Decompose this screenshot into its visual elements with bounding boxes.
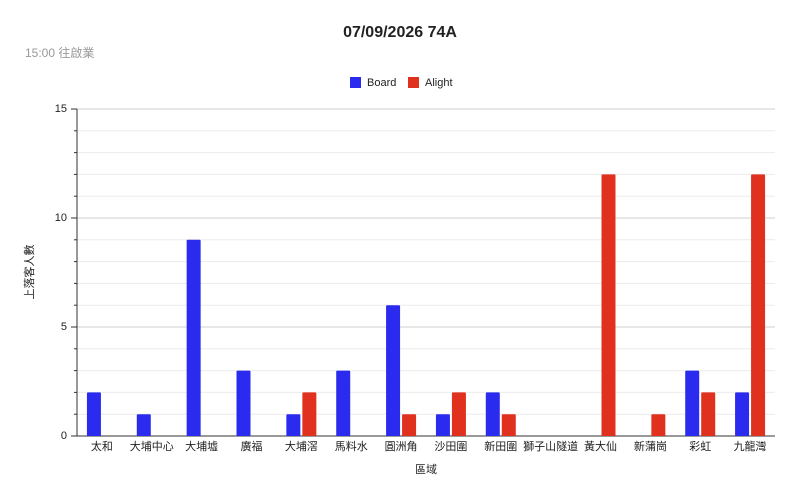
y-tick-label: 0 bbox=[61, 430, 67, 442]
bar bbox=[402, 414, 417, 436]
bar bbox=[386, 305, 401, 436]
chart-subtitle: 15:00 往啟業 bbox=[25, 45, 94, 60]
x-tick-label: 圓洲角 bbox=[385, 440, 418, 453]
legend-swatch bbox=[408, 77, 419, 88]
y-tick-label: 15 bbox=[55, 103, 67, 115]
y-tick-label: 10 bbox=[55, 212, 67, 224]
bar bbox=[86, 392, 101, 436]
bar bbox=[501, 414, 516, 436]
x-tick-label: 沙田圍 bbox=[434, 440, 467, 453]
bar bbox=[286, 414, 301, 436]
x-axis-label: 區域 bbox=[415, 463, 437, 476]
x-tick-label: 九龍灣 bbox=[734, 439, 767, 453]
x-tick-label: 彩虹 bbox=[689, 440, 711, 453]
x-tick-label: 馬料水 bbox=[335, 439, 368, 453]
bar bbox=[302, 392, 317, 436]
bar bbox=[435, 414, 450, 436]
bar bbox=[601, 174, 616, 436]
x-tick-label: 大埔滘 bbox=[285, 439, 318, 453]
x-tick-label: 大埔墟 bbox=[185, 439, 218, 453]
bar bbox=[751, 174, 766, 436]
legend-label: Board bbox=[367, 77, 396, 89]
legend-swatch bbox=[350, 77, 361, 88]
bar bbox=[685, 370, 700, 436]
x-tick-label: 新蒲崗 bbox=[634, 439, 667, 453]
bar bbox=[735, 392, 750, 436]
x-tick-label: 獅子山隧道 bbox=[523, 439, 578, 453]
x-tick-label: 大埔中心 bbox=[130, 439, 174, 453]
bar bbox=[701, 392, 716, 436]
x-tick-label: 黃大仙 bbox=[584, 439, 617, 453]
x-tick-label: 太和 bbox=[91, 440, 113, 453]
bar bbox=[451, 392, 466, 436]
bar bbox=[485, 392, 500, 436]
legend-label: Alight bbox=[425, 77, 453, 89]
y-tick-label: 5 bbox=[61, 321, 67, 333]
y-axis-label: 上落客人數 bbox=[22, 245, 36, 300]
chart-title: 07/09/2026 74A bbox=[343, 24, 457, 41]
bar bbox=[651, 414, 666, 436]
bar bbox=[186, 239, 201, 436]
x-tick-label: 新田圍 bbox=[484, 439, 517, 453]
bar bbox=[136, 414, 151, 436]
bar bbox=[336, 370, 351, 436]
bar bbox=[236, 370, 251, 436]
x-tick-label: 廣福 bbox=[241, 439, 263, 453]
